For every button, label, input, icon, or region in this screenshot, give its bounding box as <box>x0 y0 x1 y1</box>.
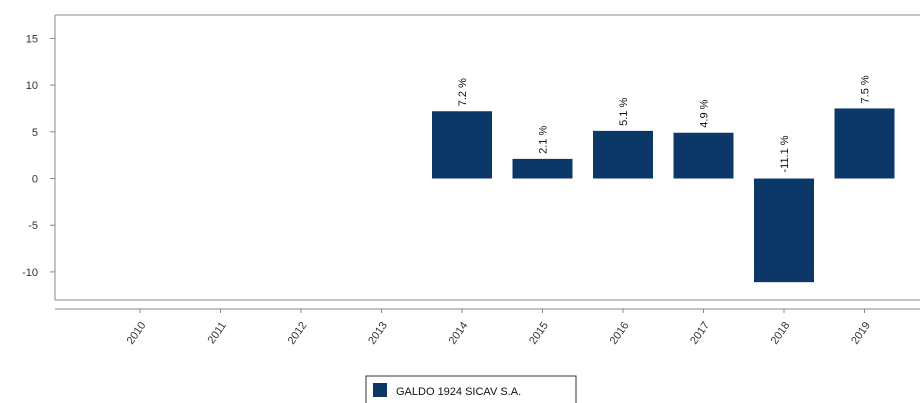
x-tick-label: 2012 <box>286 320 310 347</box>
x-tick-label: 2015 <box>527 320 551 347</box>
legend: GALDO 1924 SICAV S.A. <box>365 375 577 403</box>
bar-data-label: -11.1 % <box>779 135 791 172</box>
y-tick-label: 15 <box>26 33 38 45</box>
bar <box>432 111 492 179</box>
x-tick-label: 2016 <box>608 320 632 347</box>
bar <box>512 158 573 179</box>
y-axis: 15 10 5 0 -5 -10 <box>22 33 55 279</box>
x-tick-label: 2010 <box>125 320 149 347</box>
x-tick-label: 2019 <box>849 320 873 347</box>
x-tick-label: 2013 <box>366 320 390 347</box>
x-tick-label: 2011 <box>206 320 229 346</box>
y-tick-label: -5 <box>28 220 38 232</box>
bar-data-label: 4.9 % <box>699 99 711 127</box>
bar-data-label: 2.1 % <box>538 126 550 154</box>
y-tick-label: 0 <box>32 174 38 186</box>
y-tick-label: 10 <box>26 80 38 92</box>
legend-swatch <box>373 383 387 397</box>
x-tick-label: 2017 <box>688 320 712 347</box>
y-tick-label: 5 <box>32 127 38 139</box>
bar <box>834 108 895 179</box>
bar <box>673 132 734 179</box>
plot-frame <box>54 14 920 310</box>
x-tick-label: 2014 <box>447 320 471 347</box>
legend-box <box>365 375 577 403</box>
bar <box>593 130 653 179</box>
data-labels: 7.2 % 2.1 % 5.1 % 4.9 % -11.1 % 7.5 % <box>457 75 872 172</box>
x-tick-label: 2018 <box>769 320 793 347</box>
y-tick-label: -10 <box>22 267 38 279</box>
x-axis: 2010 2011 2012 2013 2014 2015 2016 2017 2018 2019 <box>125 309 873 347</box>
bar <box>754 178 814 283</box>
bar-data-label: 7.2 % <box>457 78 469 106</box>
bars <box>432 108 895 283</box>
bar-data-label: 7.5 % <box>860 75 872 103</box>
legend-label: GALDO 1924 SICAV S.A. <box>396 386 521 398</box>
bar-data-label: 5.1 % <box>618 98 630 126</box>
